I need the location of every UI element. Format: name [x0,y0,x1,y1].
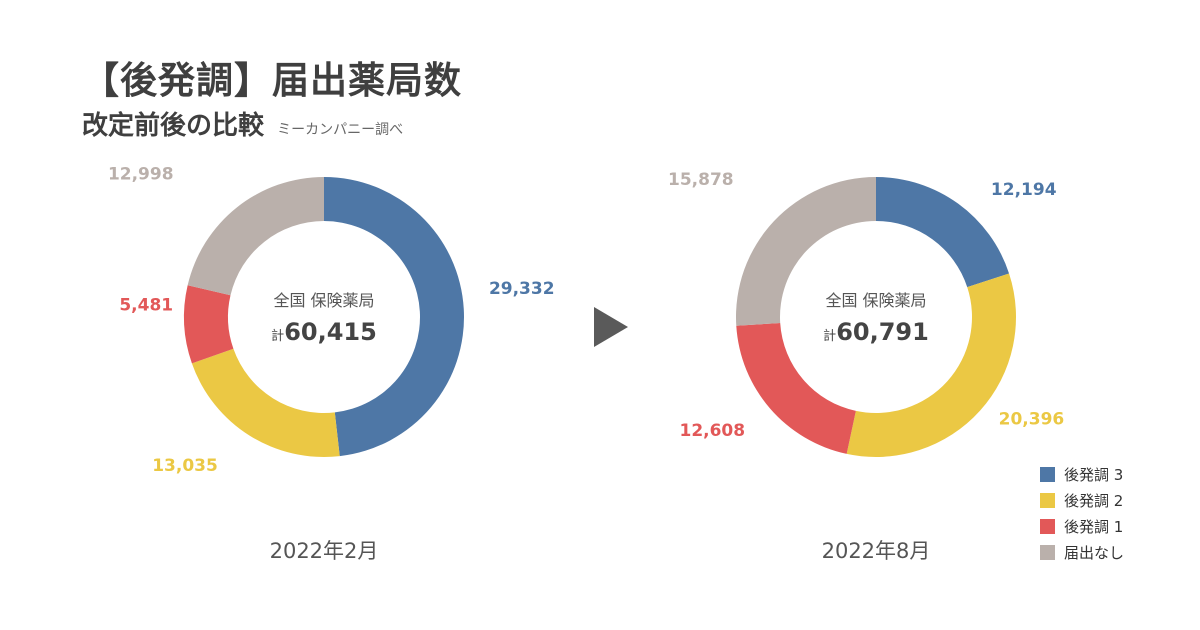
arrow-icon [594,307,628,347]
slice-value-label: 5,481 [119,296,173,316]
slice-value-label: 13,035 [152,456,218,476]
donut-slice [187,177,324,296]
donut-slice [736,177,876,326]
donut-slice [191,348,340,457]
legend-item: 後発調 1 [1040,513,1124,539]
legend-swatch [1040,466,1055,482]
center-label: 全国 保険薬局 [825,291,926,310]
legend-item: 後発調 2 [1040,487,1124,513]
slice-value-label: 29,332 [489,279,555,299]
donut-slice [876,177,1010,288]
legend-label: 後発調 3 [1064,465,1124,484]
slice-value-label: 12,194 [991,180,1057,200]
chart-subtitle: 改定前後の比較 [82,111,265,141]
legend: 後発調 3 後発調 2 後発調 1 届出なし [1040,461,1124,565]
chart-title: 【後発調】届出薬局数 [82,59,462,102]
donut-slice [324,177,465,457]
legend-label: 後発調 1 [1064,517,1124,536]
period-label: 2022年2月 [270,539,379,563]
source-note: ミーカンパニー調べ [277,122,404,138]
legend-label: 届出なし [1064,543,1125,562]
donut-slice [183,285,234,364]
legend-item: 後発調 3 [1040,461,1124,487]
legend-swatch [1040,492,1055,508]
legend-label: 後発調 2 [1064,491,1124,510]
center-total: 計60,415 [271,318,377,346]
subtitle-row: 改定前後の比較 ミーカンパニー調べ [82,105,403,142]
period-label: 2022年8月 [822,539,931,563]
slice-value-label: 12,998 [108,164,174,184]
legend-item: 届出なし [1040,539,1124,565]
center-total: 計60,791 [823,318,929,346]
legend-swatch [1040,518,1055,534]
donut-slice [846,273,1016,457]
donut-slice [736,323,856,454]
slice-value-label: 12,608 [679,421,745,441]
slice-value-label: 15,878 [668,170,734,190]
center-label: 全国 保険薬局 [273,291,374,310]
slice-value-label: 20,396 [999,410,1065,430]
legend-swatch [1040,544,1055,560]
